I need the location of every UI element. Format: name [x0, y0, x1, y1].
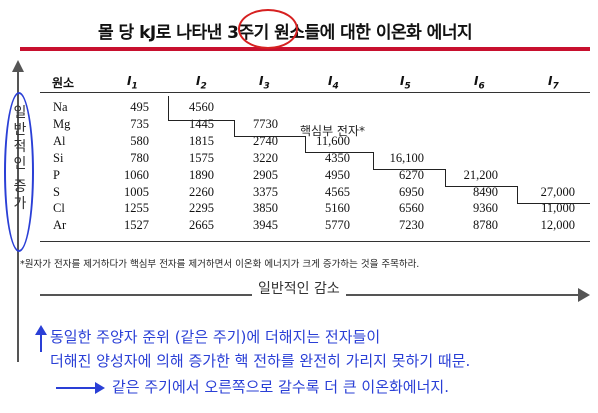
core-boundary	[305, 136, 306, 152]
element-symbol: Na	[53, 100, 68, 114]
table-header-rule	[40, 92, 590, 93]
table-cell: 2665	[189, 218, 214, 233]
table-cell: 8780	[473, 218, 498, 233]
table-cell: 4950	[325, 167, 350, 182]
table-cell: 2905	[253, 167, 278, 182]
table-cell: 6560	[399, 201, 424, 216]
table-cell: 6270	[399, 167, 424, 182]
table-cell: 21,200	[463, 167, 498, 182]
header-i1: I1	[127, 74, 138, 92]
table-cell: 780	[130, 150, 149, 165]
header-i6: I6	[474, 74, 485, 92]
core-boundary	[168, 96, 169, 121]
table-cell: 495	[130, 100, 149, 114]
header-i4: I4	[328, 74, 339, 92]
table-cell: 1060	[124, 167, 149, 182]
table-cell: 9360	[473, 201, 498, 216]
table-cell: 8490	[473, 184, 498, 199]
table-cell: 4560	[189, 100, 214, 114]
blue-arrow-shaft	[40, 334, 42, 352]
table-cell: 1527	[124, 218, 149, 233]
horizontal-trend-label: 일반적인 감소	[252, 278, 346, 298]
table-cell: 1255	[124, 201, 149, 216]
element-symbol: Si	[53, 150, 64, 165]
element-symbol: Al	[53, 133, 66, 148]
core-boundary	[373, 169, 446, 170]
element-symbol: Mg	[53, 116, 71, 131]
core-boundary	[445, 169, 446, 186]
table-bottom-rule	[40, 241, 590, 242]
core-boundary	[517, 203, 590, 204]
table-cell: 2260	[189, 184, 214, 199]
core-boundary	[234, 120, 235, 136]
core-boundary	[517, 186, 518, 203]
table-cell: 12,000	[540, 218, 575, 233]
table-cell: 4565	[325, 184, 350, 199]
table-cell: 2295	[189, 201, 214, 216]
table-cell: 3850	[253, 201, 278, 216]
table-cell: 1575	[189, 150, 214, 165]
table-cell: 1005	[124, 184, 149, 199]
right-arrow-icon	[95, 382, 105, 394]
title-underline	[20, 47, 590, 51]
table-cell: 2740	[253, 133, 278, 148]
up-arrow-icon	[35, 325, 47, 335]
header-i3: I3	[259, 74, 270, 92]
header-i5: I5	[400, 74, 411, 92]
table-cell: 1890	[189, 167, 214, 182]
table-cell: 1815	[189, 133, 214, 148]
table-cell: 27,000	[540, 184, 575, 199]
table-cell: 5160	[325, 201, 350, 216]
header-i7: I7	[548, 74, 559, 92]
note-line-3: 같은 주기에서 오른쪽으로 갈수록 더 큰 이온화에너지.	[112, 378, 449, 396]
highlight-oval	[4, 92, 34, 252]
core-boundary	[168, 120, 235, 121]
table-cell: 3220	[253, 150, 278, 165]
header-i2: I2	[196, 74, 207, 92]
core-boundary	[373, 152, 374, 169]
core-electrons-label: 핵심부 전자*	[300, 124, 366, 138]
footnote: *원자가 전자를 제거하다가 핵심부 전자를 제거하면서 이온화 에너지가 크게…	[20, 259, 420, 270]
table-cell: 7730	[253, 116, 278, 131]
table-cell: 11,600	[316, 133, 350, 148]
table-cell: 3945	[253, 218, 278, 233]
element-symbol: P	[53, 167, 60, 182]
element-symbol: Cl	[53, 201, 65, 216]
note-line-1: 동일한 주양자 준위 (같은 주기)에 더해지는 전자들이	[50, 328, 381, 346]
table-cell: 4350	[325, 150, 350, 165]
element-symbol: Ar	[53, 218, 67, 233]
table-cell: 5770	[325, 218, 350, 233]
core-boundary	[305, 152, 374, 153]
element-symbol: S	[53, 184, 60, 199]
blue-arrow-shaft	[56, 387, 96, 389]
header-element: 원소	[52, 76, 75, 90]
core-boundary	[234, 136, 306, 137]
up-arrow-icon	[12, 60, 24, 72]
table-cell: 11,000	[541, 201, 575, 216]
highlight-circle	[238, 9, 298, 49]
core-boundary	[445, 186, 518, 187]
table-cell: 6950	[399, 184, 424, 199]
table-cell: 735	[130, 116, 149, 131]
table-cell: 3375	[253, 184, 278, 199]
right-arrow-icon	[578, 288, 590, 302]
note-line-2: 더해진 양성자에 의해 증가한 핵 전하를 완전히 가리지 못하기 때문.	[50, 352, 471, 370]
table-cell: 580	[130, 133, 149, 148]
table-cell: 7230	[399, 218, 424, 233]
table-cell: 16,100	[389, 150, 424, 165]
